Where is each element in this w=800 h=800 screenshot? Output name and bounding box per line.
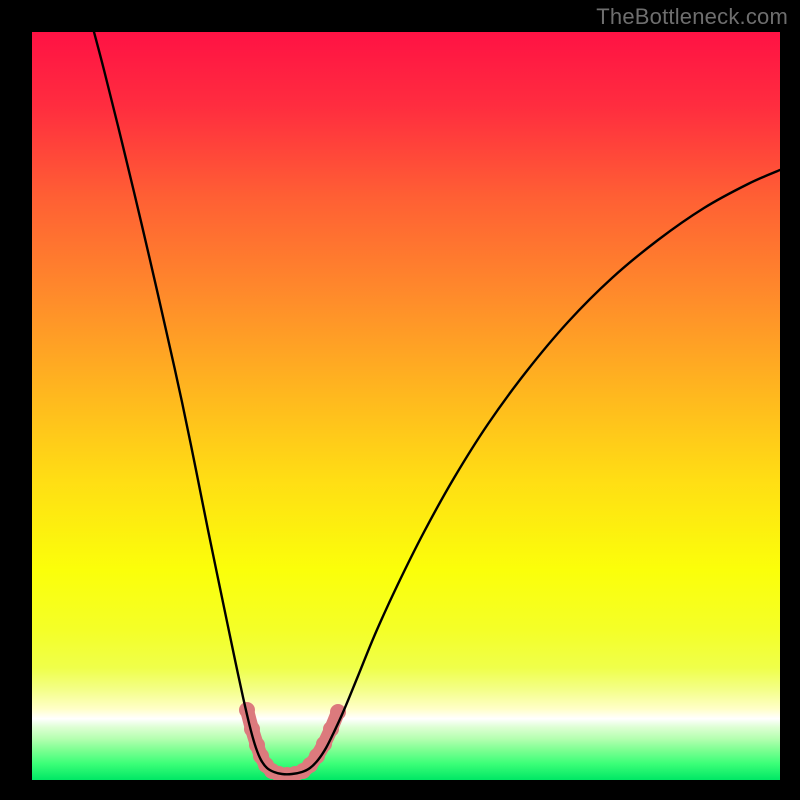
chart-frame: TheBottleneck.com (0, 0, 800, 800)
watermark-text: TheBottleneck.com (596, 4, 788, 30)
gradient-background (32, 32, 780, 780)
bottleneck-chart (32, 32, 780, 780)
